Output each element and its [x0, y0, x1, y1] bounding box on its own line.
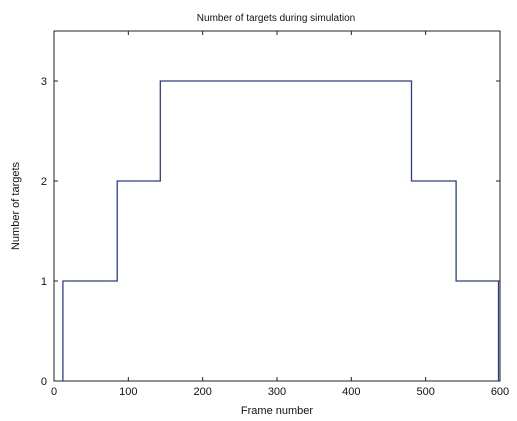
- x-tick-label: 200: [193, 386, 211, 398]
- y-tick-label: 3: [41, 76, 47, 88]
- chart-title: Number of targets during simulation: [197, 13, 355, 24]
- series-line: [62, 80, 500, 381]
- x-tick-label: 400: [342, 386, 360, 398]
- plot-frame: [53, 30, 501, 382]
- y-tick-label: 0: [41, 376, 47, 388]
- x-tick-label: 500: [416, 386, 434, 398]
- y-tick-label: 2: [41, 176, 47, 188]
- y-tick-label: 1: [41, 276, 47, 288]
- y-axis-label: Number of targets: [10, 161, 22, 250]
- x-tick-label: 600: [491, 386, 509, 398]
- axis-ticks: [53, 31, 501, 382]
- x-tick-label: 100: [119, 386, 137, 398]
- x-tick-label: 300: [268, 386, 286, 398]
- x-axis-label: Frame number: [241, 405, 313, 417]
- x-tick-label: 0: [51, 386, 57, 398]
- series-layer: [62, 80, 500, 381]
- tick-labels: 0 100 200 300 400 500 600 0 1 2 3: [41, 76, 509, 398]
